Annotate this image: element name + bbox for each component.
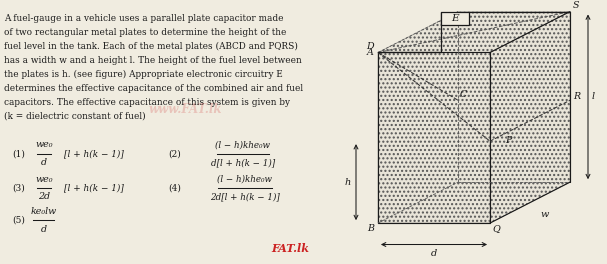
Bar [441, 12, 469, 25]
Text: [l + h(k − 1)]: [l + h(k − 1)] [64, 149, 124, 158]
Text: determines the effective capacitance of the combined air and fuel: determines the effective capacitance of … [4, 84, 303, 93]
Text: 2d[l + h(k − 1)]: 2d[l + h(k − 1)] [210, 192, 280, 201]
Text: E: E [451, 14, 459, 23]
Text: (l − h)khe₀w: (l − h)khe₀w [215, 140, 271, 149]
Text: we₀: we₀ [35, 175, 53, 183]
Text: d: d [431, 249, 437, 258]
Text: A fuel-gauge in a vehicle uses a parallel plate capacitor made: A fuel-gauge in a vehicle uses a paralle… [4, 15, 283, 23]
Text: P: P [505, 136, 511, 145]
Text: w: w [540, 210, 548, 219]
Text: l: l [592, 92, 595, 101]
Text: we₀: we₀ [35, 140, 53, 149]
Text: [l + h(k − 1)]: [l + h(k − 1)] [64, 183, 124, 192]
Text: ke₀lw: ke₀lw [31, 207, 57, 216]
Text: capacitors. The effective capacitance of this system is given by: capacitors. The effective capacitance of… [4, 97, 290, 107]
Text: 2d: 2d [38, 192, 50, 201]
Text: (4): (4) [168, 183, 181, 192]
Text: d: d [41, 158, 47, 167]
Text: (1): (1) [12, 149, 25, 158]
Text: Q: Q [492, 224, 500, 233]
Text: of two rectangular metal plates to determine the height of the: of two rectangular metal plates to deter… [4, 28, 287, 37]
Text: (l − h)khe₀w: (l − h)khe₀w [217, 175, 273, 183]
Text: (3): (3) [12, 183, 25, 192]
Text: the plates is h. (see figure) Appropriate electronic circuitry E: the plates is h. (see figure) Appropriat… [4, 70, 283, 79]
Text: (2): (2) [168, 149, 181, 158]
Text: D: D [367, 41, 374, 50]
Text: R: R [573, 92, 580, 101]
Text: has a width w and a height l. The height of the fuel level between: has a width w and a height l. The height… [4, 56, 302, 65]
Text: S: S [573, 1, 580, 10]
Text: fuel level in the tank. Each of the metal plates (ABCD and PQRS): fuel level in the tank. Each of the meta… [4, 42, 298, 51]
Text: C: C [460, 90, 467, 99]
Text: www.FAT.lk: www.FAT.lk [148, 102, 222, 116]
Text: A: A [367, 48, 374, 57]
Text: d[l + h(k − 1)]: d[l + h(k − 1)] [211, 158, 275, 167]
Text: (5): (5) [12, 216, 25, 225]
Text: B: B [367, 224, 374, 233]
Text: h: h [345, 178, 351, 187]
Text: (k = dielectric constant of fuel): (k = dielectric constant of fuel) [4, 111, 146, 120]
Text: d: d [41, 224, 47, 234]
Text: FAT.lk: FAT.lk [271, 243, 309, 254]
